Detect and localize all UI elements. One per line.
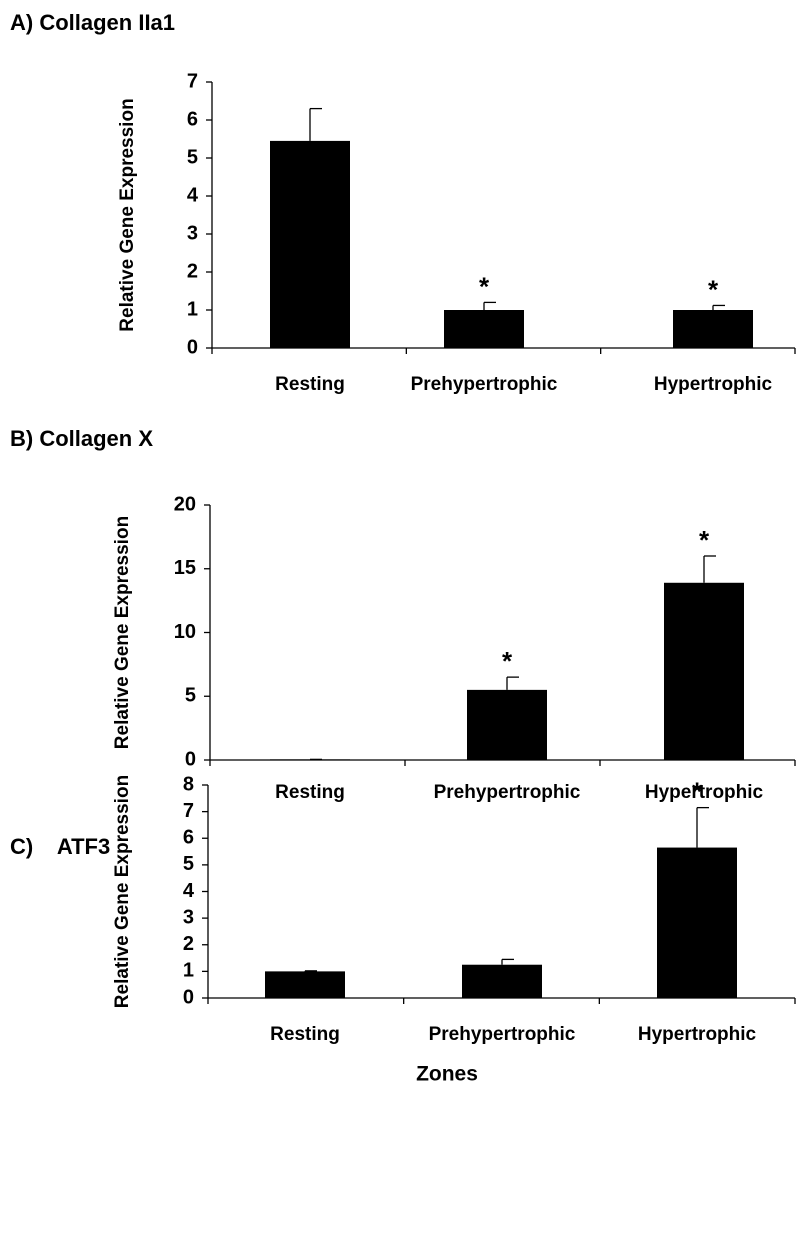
significance-marker: * bbox=[692, 777, 703, 807]
y-tick-label: 4 bbox=[183, 880, 195, 902]
x-tick-label: Prehypertrophic bbox=[434, 782, 581, 803]
y-axis-label: Relative Gene Expression bbox=[112, 516, 133, 749]
y-tick-label: 8 bbox=[183, 773, 194, 795]
y-tick-label: 7 bbox=[187, 70, 198, 92]
y-tick-label: 4 bbox=[187, 184, 199, 206]
y-tick-label: 5 bbox=[187, 146, 198, 168]
bar bbox=[265, 971, 345, 998]
x-tick-label: Resting bbox=[275, 782, 345, 803]
y-tick-label: 0 bbox=[183, 986, 194, 1008]
y-tick-label: 15 bbox=[174, 557, 196, 579]
x-axis-label: Zones bbox=[416, 1063, 478, 1086]
y-tick-label: 1 bbox=[183, 960, 194, 982]
x-tick-label: Hypertrophic bbox=[654, 374, 773, 395]
y-tick-label: 3 bbox=[187, 222, 198, 244]
x-tick-label: Hypertrophic bbox=[638, 1024, 757, 1045]
significance-marker: * bbox=[502, 646, 513, 676]
y-tick-label: 6 bbox=[183, 827, 194, 849]
bar bbox=[444, 310, 524, 348]
x-tick-label: Resting bbox=[270, 1024, 340, 1045]
chart-title: C) ATF3 bbox=[10, 834, 110, 859]
bar bbox=[270, 140, 350, 348]
bar bbox=[467, 689, 547, 760]
y-tick-label: 0 bbox=[187, 336, 198, 358]
significance-marker: * bbox=[708, 274, 719, 304]
y-axis-label: Relative Gene Expression bbox=[112, 775, 133, 1008]
x-tick-label: Prehypertrophic bbox=[429, 1024, 576, 1045]
bar bbox=[664, 582, 744, 760]
y-tick-label: 0 bbox=[185, 748, 196, 770]
bar bbox=[462, 964, 542, 998]
chart-title: B) Collagen X bbox=[10, 426, 153, 451]
bar bbox=[673, 310, 753, 348]
x-tick-label: Hypertrophic bbox=[645, 782, 764, 803]
bar bbox=[657, 847, 737, 998]
y-tick-label: 5 bbox=[185, 685, 196, 707]
y-axis-label: Relative Gene Expression bbox=[117, 98, 138, 331]
significance-marker: * bbox=[699, 525, 710, 555]
y-tick-label: 2 bbox=[183, 933, 194, 955]
x-tick-label: Prehypertrophic bbox=[411, 374, 558, 395]
significance-marker: * bbox=[479, 271, 490, 301]
y-tick-label: 3 bbox=[183, 906, 194, 928]
x-tick-label: Resting bbox=[275, 374, 345, 395]
y-tick-label: 5 bbox=[183, 853, 194, 875]
y-tick-label: 2 bbox=[187, 260, 198, 282]
chart-title: A) Collagen IIa1 bbox=[10, 10, 175, 35]
y-tick-label: 1 bbox=[187, 298, 198, 320]
y-tick-label: 10 bbox=[174, 621, 196, 643]
y-tick-label: 7 bbox=[183, 800, 194, 822]
y-tick-label: 6 bbox=[187, 108, 198, 130]
y-tick-label: 20 bbox=[174, 493, 196, 515]
